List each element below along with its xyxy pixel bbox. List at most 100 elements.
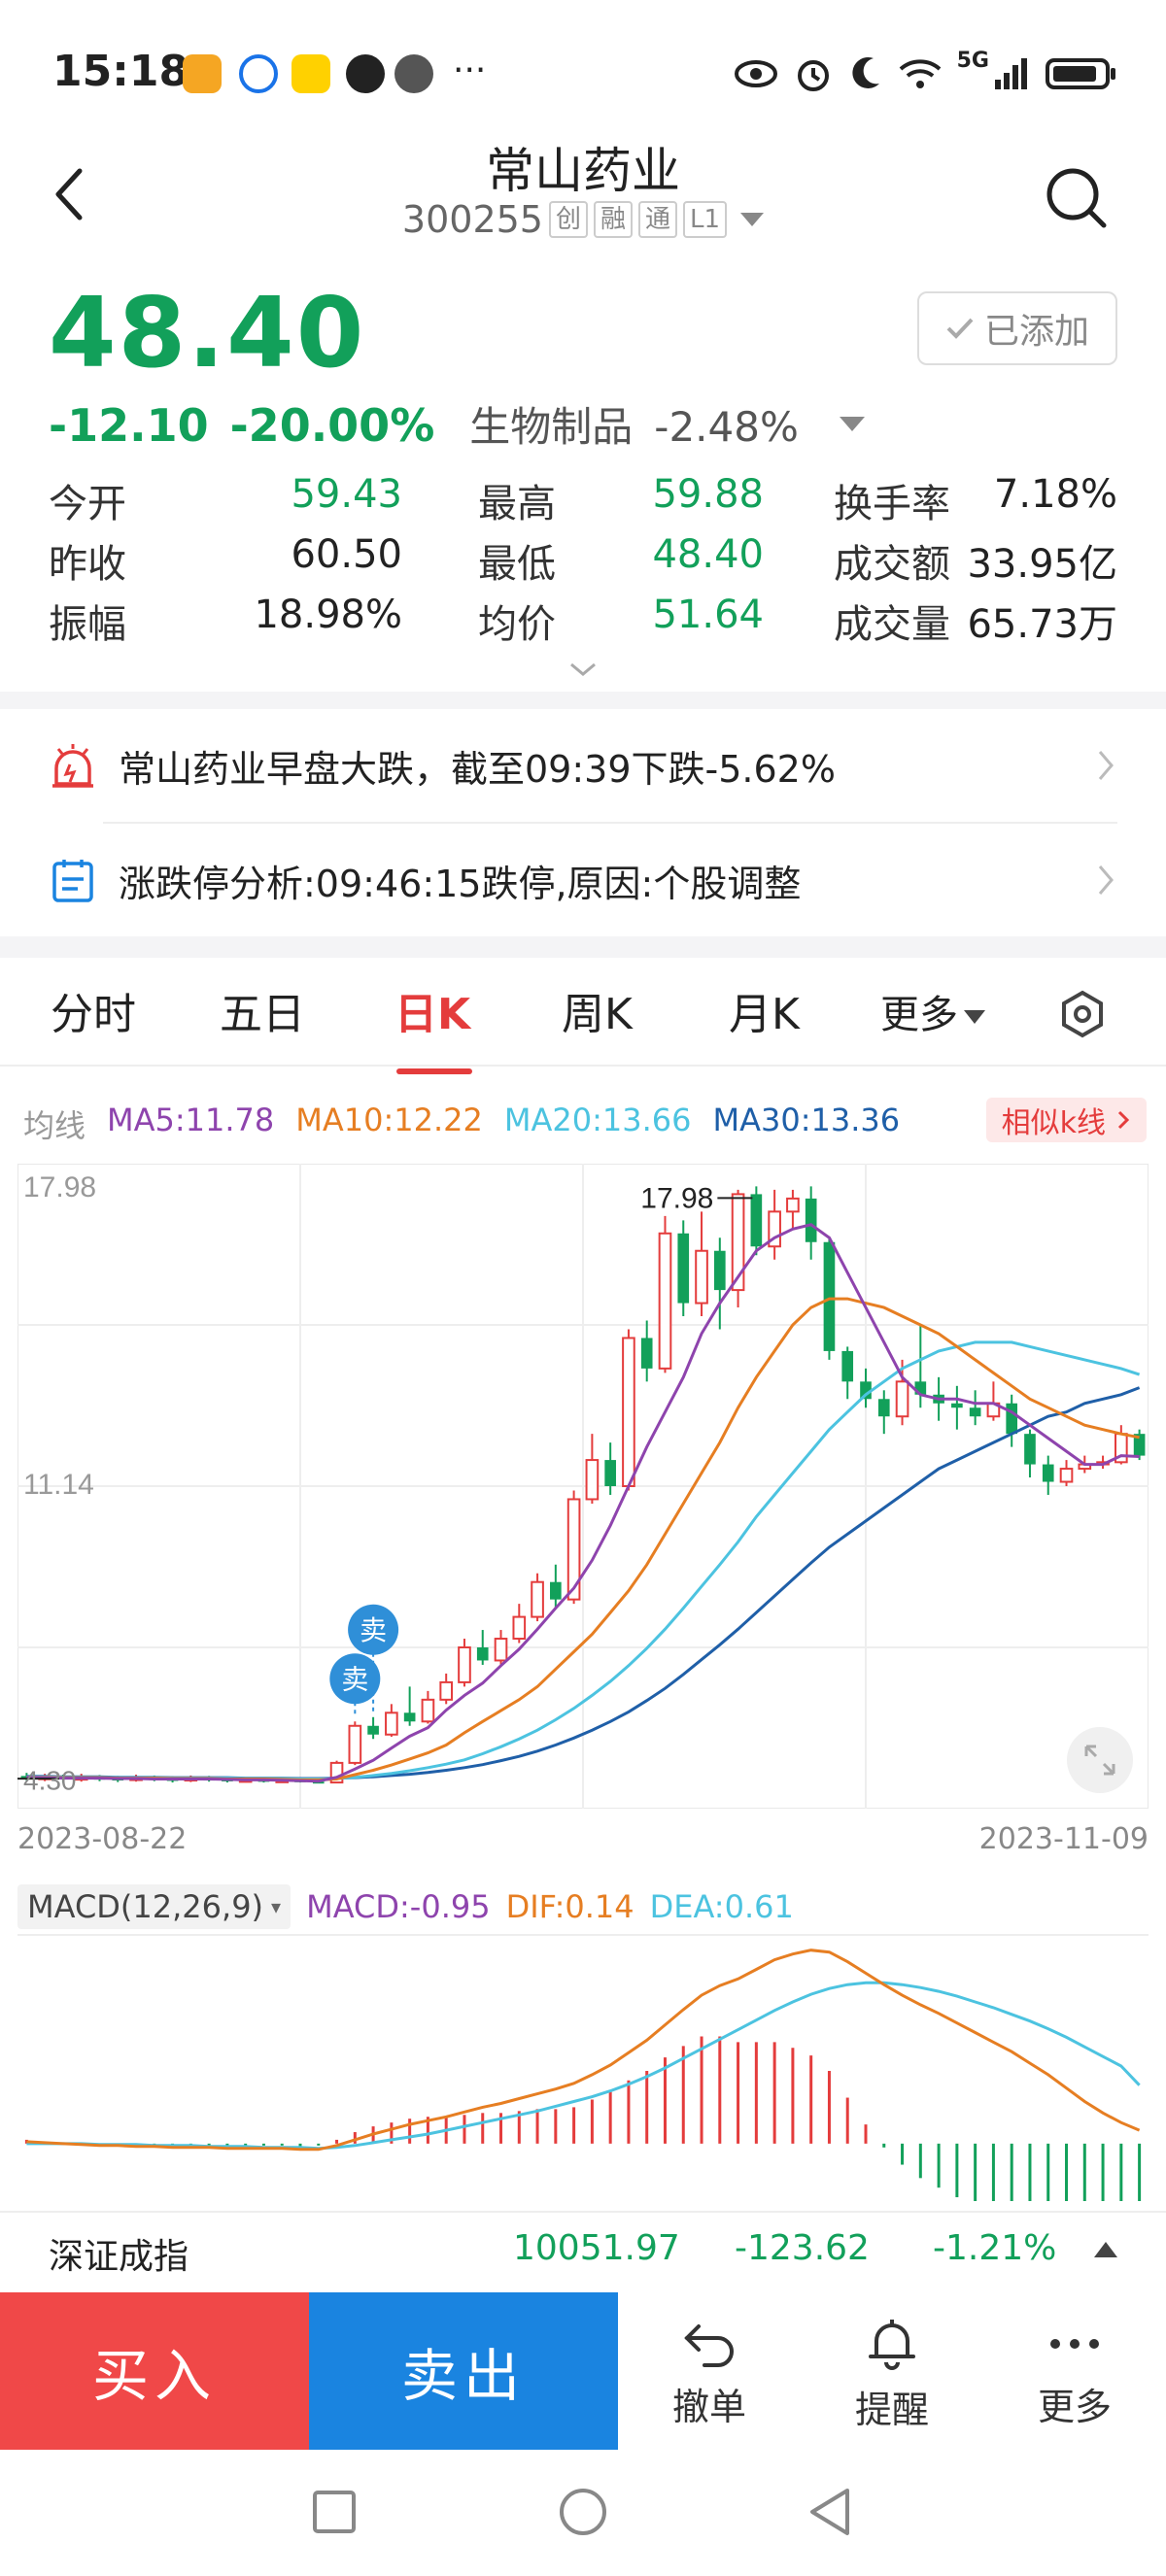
candle-body — [439, 1680, 454, 1701]
wifi-icon — [899, 59, 941, 88]
stock-code-row[interactable]: 300255 创 融 通 L1 — [0, 198, 1166, 241]
candle-body — [786, 1197, 800, 1213]
stat-value: 60.50 — [291, 532, 402, 577]
tab-more-label: 更多 — [880, 993, 958, 1037]
more-button[interactable]: 更多 — [983, 2302, 1166, 2448]
sector-name[interactable]: 生物制品 — [469, 403, 634, 451]
stat-value: 7.18% — [993, 472, 1117, 517]
similar-k-label: 相似k线 — [1001, 1106, 1106, 1140]
candle-body — [403, 1712, 416, 1722]
wechat-icon — [394, 54, 433, 93]
candle-body — [476, 1647, 489, 1661]
tab-more[interactable]: 更多 — [880, 983, 985, 1039]
index-change: -123.62 — [735, 2228, 870, 2268]
dea-value: DEA:0.61 — [649, 1888, 794, 1925]
alarm-icon — [797, 60, 829, 91]
caret-up-icon[interactable] — [1094, 2242, 1117, 2257]
sector-dropdown-icon[interactable] — [839, 417, 865, 431]
candle-body — [622, 1337, 635, 1487]
tab-daily-k[interactable]: 日K — [394, 990, 471, 1039]
status-icons: 5G — [734, 49, 1117, 99]
settings-hexagon-icon[interactable] — [1057, 989, 1108, 1039]
eye-icon — [734, 60, 777, 87]
candle-body — [367, 1725, 379, 1735]
alert-button[interactable]: 提醒 — [801, 2302, 983, 2448]
candle-body — [1006, 1403, 1018, 1435]
chevron-right-icon — [1117, 1110, 1130, 1130]
stat-value: 48.40 — [652, 532, 764, 577]
stock-name: 常山药业 — [486, 143, 680, 199]
stat-value: 59.43 — [291, 472, 402, 517]
tab-monthly-k[interactable]: 月K — [729, 990, 800, 1039]
candle-body — [713, 1250, 726, 1291]
candle-body — [348, 1724, 362, 1764]
x-axis-end-date: 2023-11-09 — [978, 1822, 1149, 1856]
battery-icon — [1046, 58, 1115, 89]
stock-code: 300255 — [401, 198, 543, 241]
tag-l1: L1 — [683, 201, 728, 238]
fullscreen-button[interactable] — [1067, 1727, 1133, 1793]
status-bar: 15:18 ··· 5G — [0, 0, 1166, 136]
stat-label: 最高 — [478, 482, 556, 526]
index-ticker-bar[interactable]: 深证成指 10051.97 -123.62 -1.21% — [0, 2211, 1166, 2292]
search-icon[interactable] — [1042, 163, 1112, 233]
candle-body — [805, 1198, 817, 1242]
candle-body — [877, 1399, 890, 1417]
undo-icon — [684, 2323, 734, 2367]
buy-button[interactable]: 买入 — [0, 2292, 309, 2450]
ma10-label: MA10:12.22 — [295, 1102, 483, 1138]
recents-square-icon[interactable] — [311, 2489, 358, 2535]
tab-weekly-k[interactable]: 周K — [562, 990, 633, 1039]
stat-value: 65.73万 — [967, 602, 1117, 647]
candle-body — [914, 1381, 927, 1395]
candle-body — [604, 1460, 616, 1486]
cancel-order-button[interactable]: 撤单 — [618, 2302, 801, 2448]
sell-button[interactable]: 卖出 — [309, 2292, 618, 2450]
back-triangle-icon[interactable] — [806, 2487, 853, 2537]
alipay-icon — [183, 54, 222, 93]
candle-body — [895, 1380, 909, 1418]
candle-body — [823, 1241, 836, 1351]
more-dots-icon — [1050, 2338, 1099, 2349]
tab-five-day[interactable]: 五日 — [220, 990, 305, 1039]
moon-icon — [852, 56, 879, 88]
alert-label: 提醒 — [854, 2388, 929, 2431]
expand-chevron-icon[interactable] — [567, 661, 599, 680]
sell-marker-label: 卖 — [341, 1663, 368, 1695]
candle-body — [969, 1407, 981, 1417]
dif-line — [26, 1949, 1141, 2152]
watchlist-added-button[interactable]: 已添加 — [917, 291, 1117, 365]
news-item-2[interactable]: 涨跌停分析:09:46:15跌停,原因:个股调整 — [49, 824, 1117, 936]
stat-label: 今开 — [49, 482, 126, 526]
candle-body — [1133, 1434, 1146, 1456]
home-circle-icon[interactable] — [558, 2487, 608, 2537]
candle-body — [658, 1232, 672, 1370]
chevron-right-icon — [1098, 865, 1114, 895]
news-text: 涨跌停分析:09:46:15跌停,原因:个股调整 — [119, 862, 802, 905]
candle-body — [768, 1210, 781, 1248]
tag-connect: 通 — [638, 201, 678, 238]
code-dropdown-icon[interactable] — [740, 213, 765, 226]
signal-icon — [995, 58, 1027, 89]
similar-k-button[interactable]: 相似k线 — [985, 1098, 1147, 1142]
macd-indicator-select[interactable]: MACD(12,26,9) ▾ — [17, 1884, 292, 1929]
index-change-pct: -1.21% — [933, 2228, 1057, 2268]
candle-body — [951, 1403, 963, 1408]
macd-chart[interactable] — [17, 1933, 1149, 2201]
meituan-icon — [292, 54, 330, 93]
candle-body — [494, 1638, 508, 1662]
left-price-label: 4.30 — [23, 1766, 77, 1796]
candle-body — [550, 1581, 562, 1600]
candle-body — [731, 1193, 745, 1292]
baidu-map-icon — [239, 54, 278, 93]
more-notifications-indicator: ··· — [453, 51, 487, 90]
news-item-1[interactable]: 常山药业早盘大跌，截至09:39下跌-5.62% — [49, 709, 1117, 822]
sell-marker — [329, 1653, 381, 1705]
check-icon — [946, 318, 974, 339]
back-icon[interactable] — [45, 163, 95, 225]
candle-body — [458, 1646, 471, 1683]
x-axis-start-date: 2023-08-22 — [17, 1822, 188, 1856]
stat-label: 最低 — [478, 542, 556, 587]
tab-intraday[interactable]: 分时 — [51, 990, 136, 1039]
